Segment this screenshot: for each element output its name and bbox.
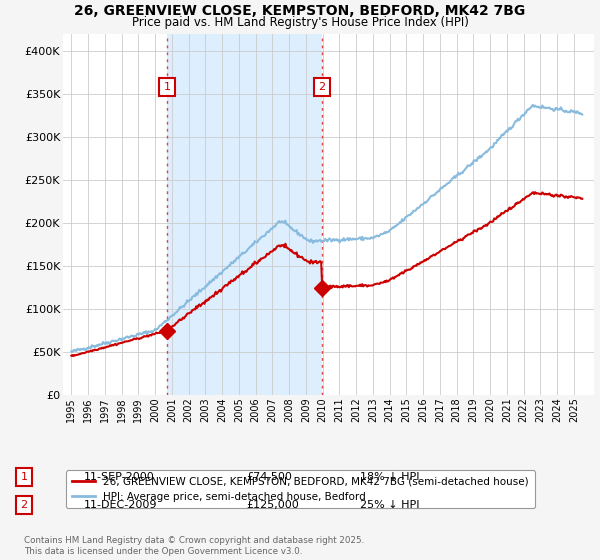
Text: 11-SEP-2000: 11-SEP-2000	[84, 472, 155, 482]
Text: 2: 2	[319, 82, 326, 92]
Text: £125,000: £125,000	[246, 500, 299, 510]
Text: 1: 1	[164, 82, 170, 92]
Text: 26, GREENVIEW CLOSE, KEMPSTON, BEDFORD, MK42 7BG: 26, GREENVIEW CLOSE, KEMPSTON, BEDFORD, …	[74, 4, 526, 18]
Text: £74,500: £74,500	[246, 472, 292, 482]
Text: 18% ↓ HPI: 18% ↓ HPI	[360, 472, 419, 482]
Text: 25% ↓ HPI: 25% ↓ HPI	[360, 500, 419, 510]
Text: Price paid vs. HM Land Registry's House Price Index (HPI): Price paid vs. HM Land Registry's House …	[131, 16, 469, 29]
Text: 2: 2	[20, 500, 28, 510]
Bar	[167, 34, 322, 395]
Legend: 26, GREENVIEW CLOSE, KEMPSTON, BEDFORD, MK42 7BG (semi-detached house), HPI: Ave: 26, GREENVIEW CLOSE, KEMPSTON, BEDFORD, …	[65, 470, 535, 508]
Text: 1: 1	[20, 472, 28, 482]
Text: 11-DEC-2009: 11-DEC-2009	[84, 500, 157, 510]
Text: Contains HM Land Registry data © Crown copyright and database right 2025.
This d: Contains HM Land Registry data © Crown c…	[24, 536, 364, 556]
